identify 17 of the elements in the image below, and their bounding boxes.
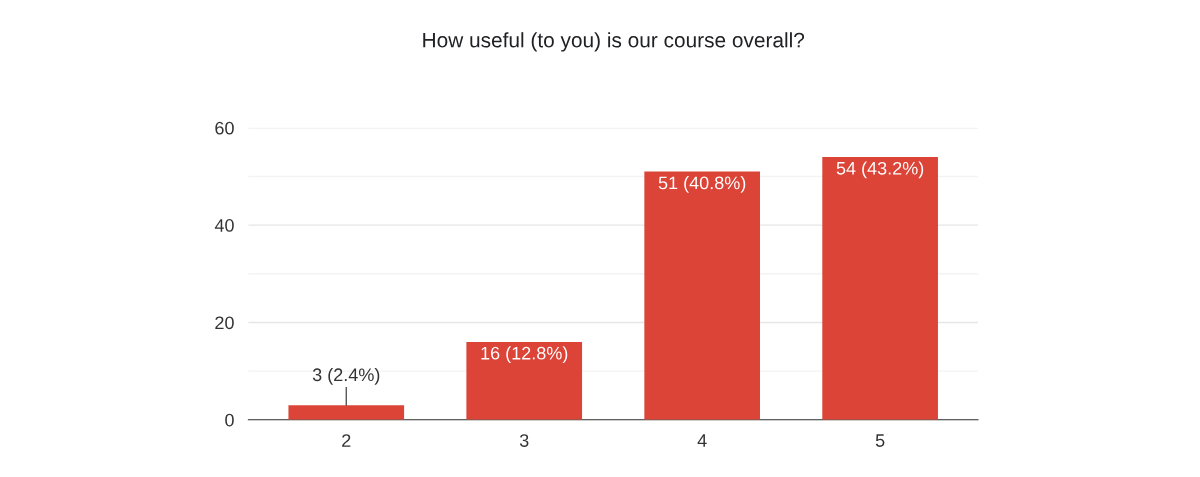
bar [288,405,405,420]
data-label: 54 (43.2%) [836,161,924,179]
y-tick-label: 60 [215,121,234,135]
data-label: 51 (40.8%) [658,176,746,193]
data-label: 16 (12.8%) [481,346,568,364]
chart-title: How useful (to you) is our course overall? [423,32,805,52]
x-tick-label: 4 [697,434,707,447]
y-tick-label: 20 [215,316,234,330]
bar [644,171,761,420]
x-tick-label: 5 [875,434,885,447]
x-tick-label: 2 [342,434,351,447]
bar [466,341,583,420]
y-tick-label: 40 [214,219,234,232]
y-tick-label: 0 [225,413,234,427]
x-tick-label: 3 [519,434,529,447]
data-label: 3 (2.4%) [312,367,380,385]
bar [822,157,938,420]
